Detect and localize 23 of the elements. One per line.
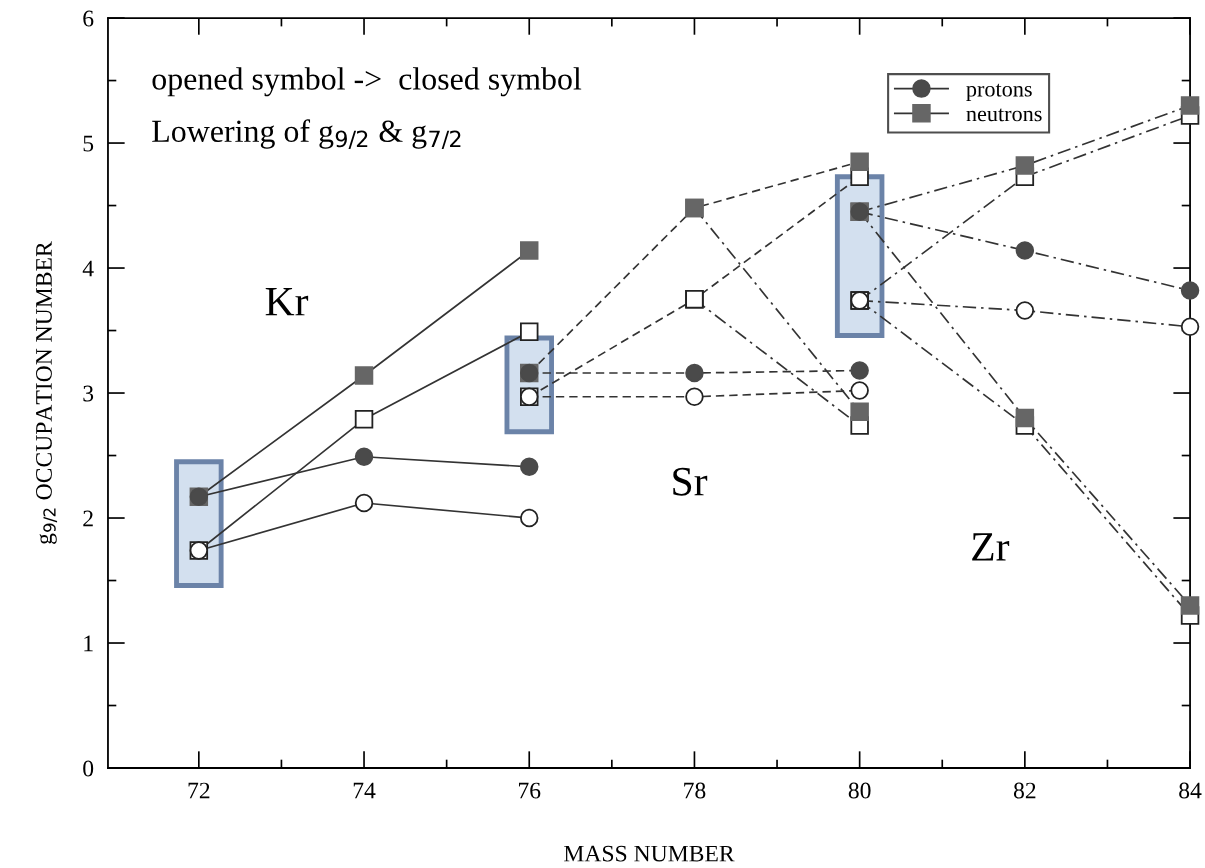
y-tick-label: 4	[82, 260, 94, 277]
annotation: Zr	[972, 533, 1010, 561]
x-axis-title: MASS NUMBER	[564, 845, 735, 862]
y-tick-label: 2	[83, 510, 93, 527]
x-tick-label: 72	[188, 782, 210, 799]
y-tick-label: 0	[83, 760, 94, 777]
annotation: Lowering of g$_{9/2}$ & g$_{7/2}$	[152, 119, 461, 150]
y-tick-label: 6	[83, 10, 94, 27]
y-tick-label: 3	[83, 385, 94, 402]
x-tick-label: 84	[1179, 782, 1202, 799]
legend-label: protons	[966, 83, 1032, 102]
x-tick-label: 78	[684, 782, 706, 799]
legend-label: neutrons	[966, 108, 1042, 122]
x-tick-label: 74	[353, 782, 376, 799]
y-tick-label: 1	[84, 635, 93, 652]
x-tick-label: 76	[518, 782, 541, 799]
y-axis-title: g$_{9/2}$ OCCUPATION NUMBER	[36, 241, 58, 544]
annotation: Kr	[265, 288, 309, 316]
x-tick-label: 80	[848, 782, 871, 799]
y-tick-label: 5	[83, 135, 94, 152]
annotation: Sr	[673, 467, 708, 496]
annotation: opened symbol -> closed symbol	[152, 67, 582, 97]
x-tick-label: 82	[1013, 782, 1036, 799]
